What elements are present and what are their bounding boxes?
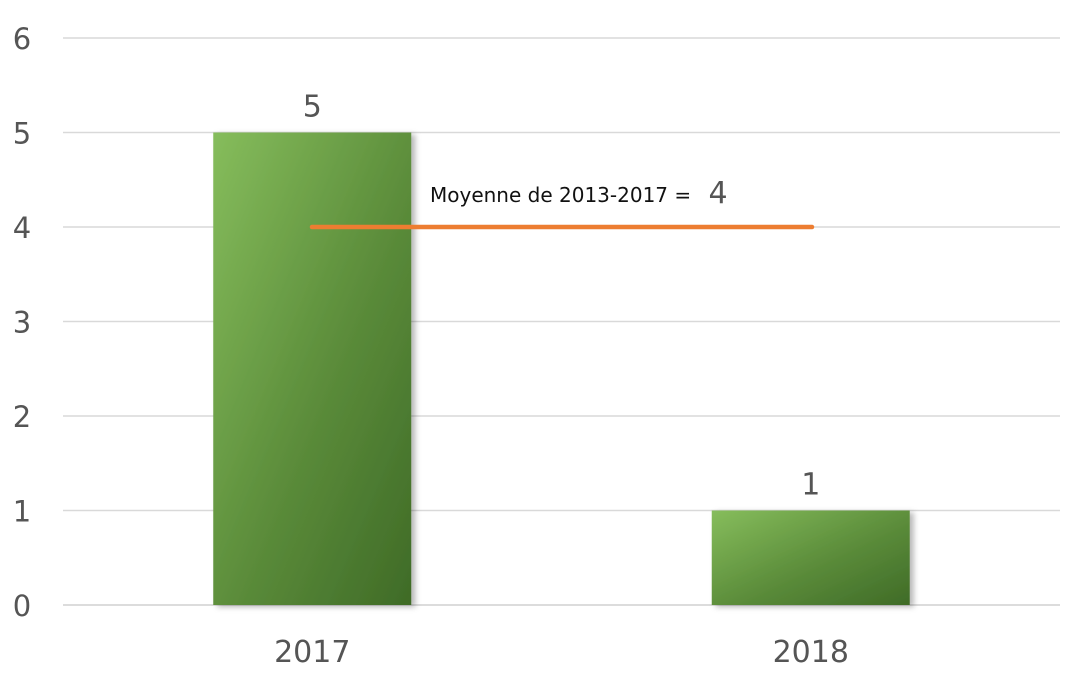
y-tick-label: 2 xyxy=(13,400,31,434)
y-tick-label: 3 xyxy=(13,306,31,340)
reference-line-group: Moyenne de 2013-2017 = 4 xyxy=(309,176,815,230)
y-tick-label: 4 xyxy=(13,211,31,245)
reference-line-value: 4 xyxy=(708,176,727,211)
y-tick-label: 0 xyxy=(13,589,31,623)
y-axis: 0 1 2 3 4 5 6 xyxy=(13,22,31,623)
x-axis: 2017 2018 xyxy=(274,635,849,670)
bars xyxy=(213,132,910,605)
data-label: 1 xyxy=(801,468,820,503)
y-tick-label: 1 xyxy=(13,495,31,529)
bar xyxy=(711,510,910,605)
gridlines xyxy=(63,37,1060,606)
bar xyxy=(213,132,412,605)
y-tick-label: 5 xyxy=(13,117,31,151)
y-tick-label: 6 xyxy=(13,22,31,56)
x-tick-label: 2017 xyxy=(274,635,350,670)
reference-line-label: Moyenne de 2013-2017 = xyxy=(430,183,691,207)
x-tick-label: 2018 xyxy=(773,635,849,670)
data-labels: 51 xyxy=(303,90,821,503)
data-label: 5 xyxy=(303,90,322,125)
